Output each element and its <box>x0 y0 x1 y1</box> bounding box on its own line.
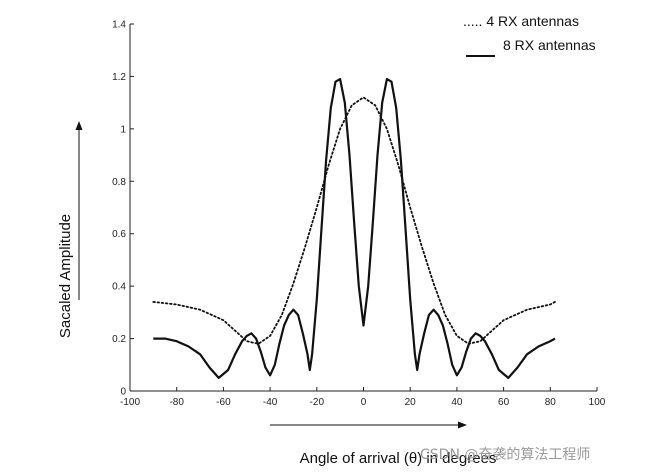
series-lines <box>152 78 556 379</box>
x-axis-arrowhead <box>458 421 467 429</box>
legend-label-4rx: ..... 4 RX antennas <box>463 13 579 29</box>
x-tick-label: -40 <box>263 397 278 408</box>
x-tick-label: 60 <box>498 397 510 408</box>
y-tick-label: 1.2 <box>112 72 126 83</box>
legend-label-8rx: 8 RX antennas <box>503 37 596 53</box>
x-tick-label: -60 <box>216 397 231 408</box>
legend: ..... 4 RX antennas 8 RX antennas <box>463 13 596 57</box>
series-line-4rx <box>152 96 556 345</box>
y-tick-label: 0.4 <box>112 282 126 293</box>
axes <box>129 24 597 392</box>
x-tick-label: -20 <box>310 397 325 408</box>
y-tick-label: 0.6 <box>112 229 126 240</box>
y-tick-label: 0.2 <box>112 334 126 345</box>
x-tick-label: 0 <box>361 397 367 408</box>
watermark: CSDN @奋袭的算法工程师 <box>420 447 590 463</box>
y-tick-label: 1.4 <box>112 20 126 31</box>
x-ticks: -100 -80 -60 -40 -20 0 20 40 60 80 100 <box>120 387 606 408</box>
x-tick-label: -80 <box>169 397 184 408</box>
x-tick-label: 20 <box>405 397 417 408</box>
y-tick-label: 0 <box>120 387 126 398</box>
x-tick-label: 40 <box>451 397 463 408</box>
x-axis-title: Angle of arrival (θ) in degrees <box>300 450 497 467</box>
y-axis-arrowhead <box>75 121 83 130</box>
x-tick-label: 80 <box>545 397 557 408</box>
y-axis-title: Sacaled Amplitude <box>57 214 74 338</box>
y-tick-label: 0.8 <box>112 177 126 188</box>
y-tick-label: 1 <box>120 124 126 135</box>
x-tick-label: 100 <box>589 397 606 408</box>
x-tick-label: -100 <box>120 397 140 408</box>
y-ticks: 0 0.2 0.4 0.6 0.8 1 1.2 1.4 <box>112 20 134 398</box>
series-line-8rx <box>153 78 556 379</box>
